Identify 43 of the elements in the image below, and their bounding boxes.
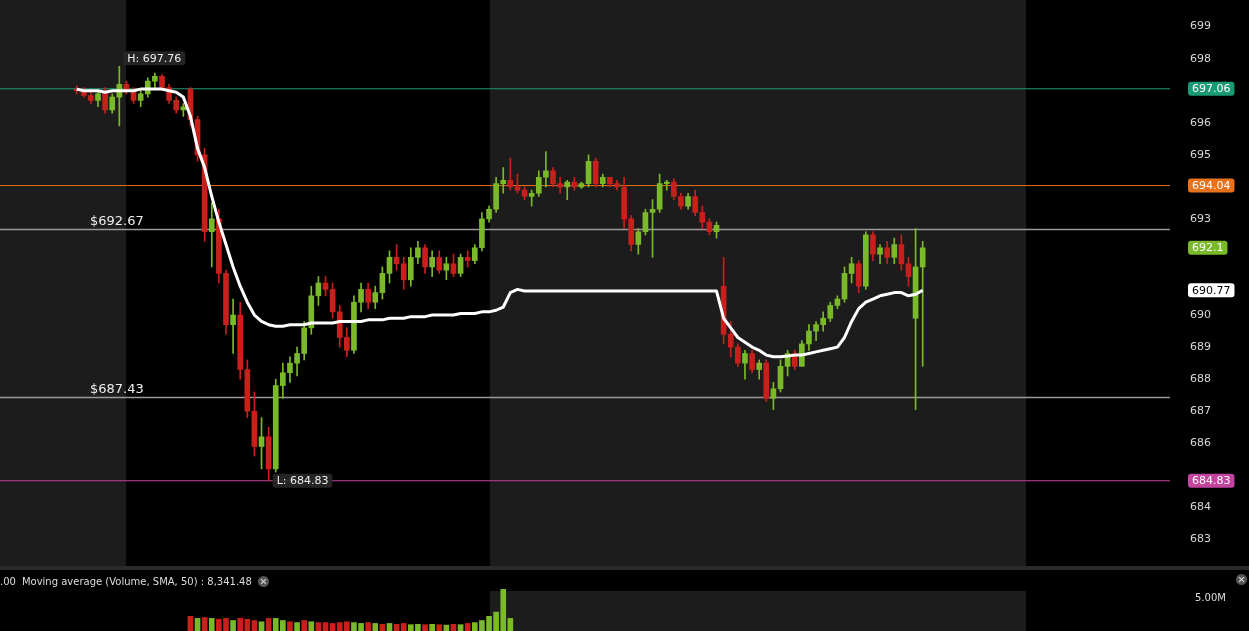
bar <box>251 620 258 631</box>
text: 5.00M <box>1195 592 1226 603</box>
y-tick-label: 683 <box>1190 532 1211 546</box>
text: .00 <box>0 575 16 587</box>
bar <box>201 617 208 631</box>
bar <box>287 621 293 631</box>
bar <box>429 623 435 631</box>
ref-line-label: $687.43 <box>90 381 144 397</box>
annotation: H: 697.76 <box>127 51 182 65</box>
chart-title: Moving average (Volume, SMA, 50) : 8,341.48 <box>21 575 252 587</box>
bar <box>230 620 236 631</box>
ref-line-label: 684.83 <box>1192 474 1231 488</box>
ref-line-label: 697.06 <box>1192 82 1231 96</box>
bar <box>258 621 265 631</box>
bar <box>372 623 379 631</box>
y-tick-label: 695 <box>1190 147 1211 161</box>
y-tick-label: 698 <box>1190 51 1211 65</box>
text: 692.1 <box>1192 241 1224 255</box>
bar <box>308 621 315 631</box>
bar <box>422 624 428 631</box>
bar <box>365 622 371 631</box>
text: 690.77 <box>1192 283 1231 297</box>
bar <box>301 620 308 631</box>
bar <box>400 623 407 631</box>
annotation: L: 684.83 <box>276 474 329 488</box>
y-tick-label: 688 <box>1190 372 1211 386</box>
y-tick-label: 693 <box>1190 211 1211 225</box>
y-tick-label: 689 <box>1190 339 1211 353</box>
bar <box>436 624 443 631</box>
bar <box>294 622 300 631</box>
bar <box>208 618 215 631</box>
bar <box>464 623 471 631</box>
bar <box>457 624 464 631</box>
ref-line-label: 694.04 <box>1192 178 1231 192</box>
y-tick-label: 684 <box>1190 500 1211 514</box>
y-tick-label: 687 <box>1190 404 1211 418</box>
y-tick-label: 699 <box>1190 19 1211 33</box>
y-tick-label: 690 <box>1190 307 1211 321</box>
ref-line-label: $692.67 <box>90 213 144 229</box>
y-tick-label: 696 <box>1190 115 1211 129</box>
y-tick-label: 686 <box>1190 436 1211 450</box>
bar <box>322 622 329 631</box>
bar <box>315 622 322 631</box>
